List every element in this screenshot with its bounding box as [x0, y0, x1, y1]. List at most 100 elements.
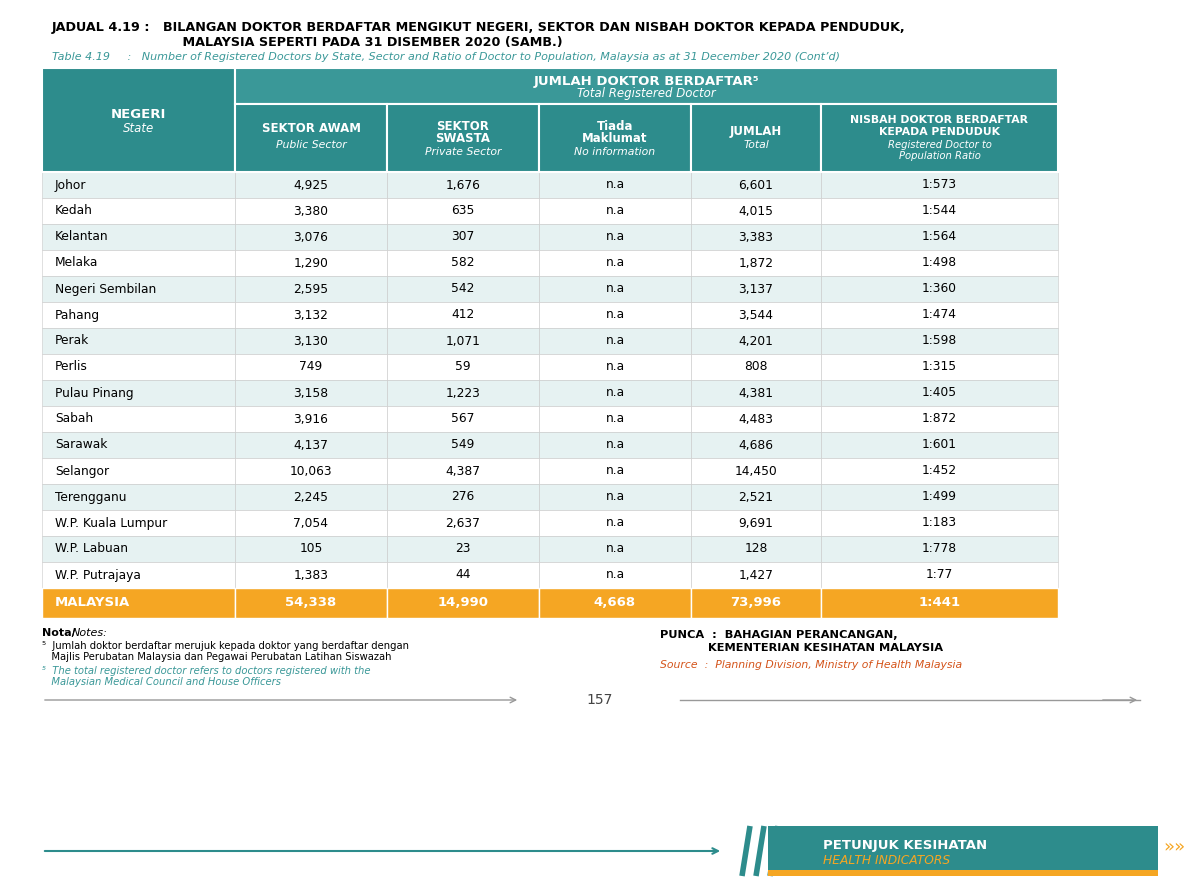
Bar	[539, 432, 691, 458]
Text: 1:544: 1:544	[922, 204, 958, 218]
Text: 1:360: 1:360	[922, 282, 958, 296]
Text: 1:77: 1:77	[926, 569, 953, 581]
Text: Total: Total	[743, 140, 769, 150]
Text: 1,383: 1,383	[294, 569, 329, 581]
Text: W.P. Putrajaya: W.P. Putrajaya	[55, 569, 140, 581]
Bar	[821, 276, 1058, 302]
Text: 4,686: 4,686	[738, 438, 774, 452]
Text: SEKTOR AWAM: SEKTOR AWAM	[262, 122, 360, 136]
Text: 276: 276	[451, 490, 475, 504]
Text: 582: 582	[451, 256, 475, 270]
Bar	[42, 484, 235, 510]
Bar	[235, 536, 386, 562]
Text: 9,691: 9,691	[738, 516, 774, 530]
Text: 1:872: 1:872	[922, 413, 958, 425]
Text: Registered Doctor to: Registered Doctor to	[888, 140, 991, 150]
Text: n.a: n.a	[606, 464, 624, 478]
Text: 14,450: 14,450	[734, 464, 778, 478]
Bar	[235, 250, 386, 276]
Bar	[42, 224, 235, 250]
Text: 1,427: 1,427	[738, 569, 774, 581]
Bar	[821, 406, 1058, 432]
Text: 44: 44	[455, 569, 470, 581]
Bar	[235, 562, 386, 588]
Bar	[821, 562, 1058, 588]
Text: 3,158: 3,158	[294, 387, 329, 399]
Text: n.a: n.a	[606, 361, 624, 373]
Bar	[539, 380, 691, 406]
Text: Sarawak: Sarawak	[55, 438, 107, 452]
Text: n.a: n.a	[606, 179, 624, 191]
Text: W.P. Labuan: W.P. Labuan	[55, 543, 128, 555]
Text: JADUAL 4.19 :   BILANGAN DOKTOR BERDAFTAR MENGIKUT NEGERI, SEKTOR DAN NISBAH DOK: JADUAL 4.19 : BILANGAN DOKTOR BERDAFTAR …	[52, 21, 906, 34]
Bar	[386, 406, 539, 432]
Bar	[386, 380, 539, 406]
Text: PETUNJUK KESIHATAN: PETUNJUK KESIHATAN	[823, 839, 988, 852]
Text: 1,223: 1,223	[445, 387, 480, 399]
Bar	[386, 484, 539, 510]
Text: 1,071: 1,071	[445, 335, 480, 347]
Text: 3,380: 3,380	[294, 204, 329, 218]
Text: 4,668: 4,668	[594, 597, 636, 610]
Text: 4,387: 4,387	[445, 464, 480, 478]
Bar	[539, 484, 691, 510]
Bar	[691, 406, 821, 432]
Text: 412: 412	[451, 308, 475, 321]
Bar	[235, 104, 386, 172]
Text: 1,872: 1,872	[738, 256, 774, 270]
Text: 4,015: 4,015	[738, 204, 774, 218]
Text: Maklumat: Maklumat	[582, 131, 648, 145]
Text: 4,925: 4,925	[294, 179, 329, 191]
Bar	[691, 562, 821, 588]
Bar	[821, 380, 1058, 406]
Bar	[539, 302, 691, 328]
Bar	[821, 354, 1058, 380]
Text: 1:598: 1:598	[922, 335, 958, 347]
Bar	[386, 172, 539, 198]
Bar	[42, 172, 235, 198]
Bar	[42, 562, 235, 588]
Text: Nota/: Nota/	[42, 628, 76, 638]
Text: 14,990: 14,990	[438, 597, 488, 610]
Text: Pahang: Pahang	[55, 308, 100, 321]
Text: 3,132: 3,132	[294, 308, 329, 321]
Text: 1:499: 1:499	[922, 490, 958, 504]
Bar	[386, 328, 539, 354]
Bar	[386, 276, 539, 302]
Bar	[821, 510, 1058, 536]
Text: Public Sector: Public Sector	[276, 140, 347, 150]
Text: Johor: Johor	[55, 179, 86, 191]
Bar	[539, 562, 691, 588]
Text: 307: 307	[451, 230, 475, 244]
Text: Tiada: Tiada	[596, 120, 634, 132]
Bar	[691, 172, 821, 198]
Bar	[691, 328, 821, 354]
Bar	[235, 432, 386, 458]
Text: 1:405: 1:405	[922, 387, 958, 399]
Text: Melaka: Melaka	[55, 256, 98, 270]
Text: 4,483: 4,483	[738, 413, 774, 425]
Bar	[386, 536, 539, 562]
Bar	[386, 588, 539, 618]
Bar	[539, 172, 691, 198]
Text: n.a: n.a	[606, 413, 624, 425]
Bar	[539, 510, 691, 536]
Text: Kedah: Kedah	[55, 204, 92, 218]
Text: MALAYSIA: MALAYSIA	[55, 597, 131, 610]
Text: No information: No information	[575, 147, 655, 157]
Bar	[235, 302, 386, 328]
Bar	[235, 198, 386, 224]
Text: ⁵  The total registered doctor refers to doctors registered with the: ⁵ The total registered doctor refers to …	[42, 666, 371, 676]
Text: 808: 808	[744, 361, 768, 373]
Text: 3,076: 3,076	[294, 230, 329, 244]
Bar	[821, 224, 1058, 250]
Bar	[42, 302, 235, 328]
Text: 73,996: 73,996	[731, 597, 781, 610]
Bar	[386, 354, 539, 380]
Bar	[539, 406, 691, 432]
Bar	[691, 198, 821, 224]
Text: 3,130: 3,130	[294, 335, 329, 347]
Text: 1:601: 1:601	[922, 438, 958, 452]
Bar	[768, 870, 1158, 876]
Text: Malaysian Medical Council and House Officers: Malaysian Medical Council and House Offi…	[42, 677, 281, 687]
